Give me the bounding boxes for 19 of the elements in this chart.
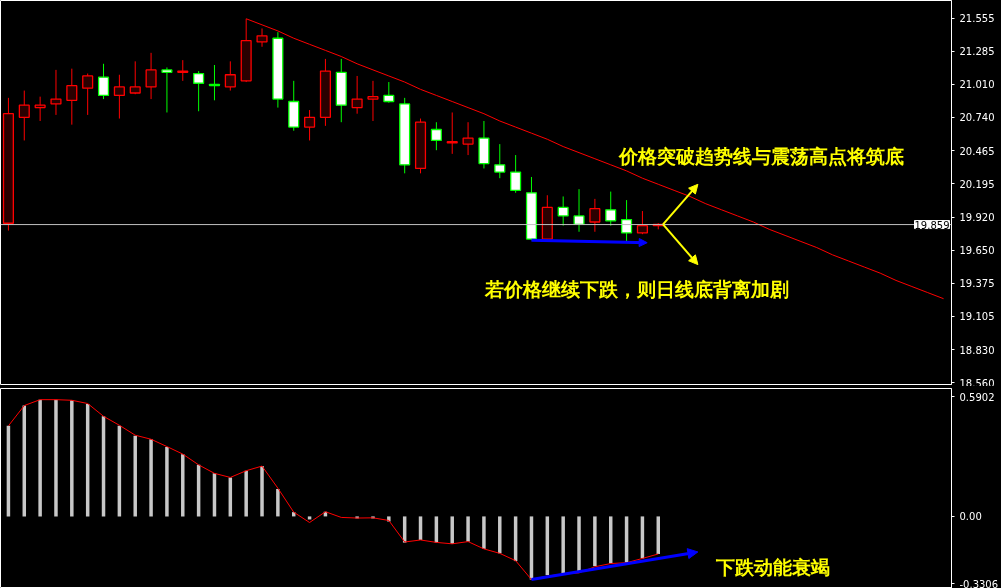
- y-tick-label: 20.465: [959, 145, 995, 157]
- y-tick-label: 20.195: [959, 178, 995, 190]
- y-tick-label: 19.375: [959, 278, 995, 290]
- y-tick-label: -0.3306: [959, 578, 999, 588]
- y-tick-label: 21.285: [959, 46, 995, 58]
- annotation: 下跌动能衰竭: [714, 555, 830, 578]
- y-tick-label: 0.00: [959, 511, 982, 523]
- ref-line-label: 19.859: [914, 219, 950, 231]
- y-tick-label: 21.555: [959, 13, 995, 25]
- y-tick-label: 20.740: [959, 112, 995, 124]
- annotation: 若价格继续下跌，则日线底背离加剧: [483, 277, 789, 300]
- y-tick-label: 0.5902: [959, 391, 995, 403]
- annotation: 价格突破趋势线与震荡高点将筑底: [617, 144, 904, 167]
- y-tick-label: 19.650: [959, 245, 995, 257]
- y-tick-label: 18.560: [959, 377, 995, 389]
- y-tick-label: 19.105: [959, 311, 995, 323]
- y-tick-label: 19.920: [959, 212, 995, 224]
- y-tick-label: 18.830: [959, 344, 995, 356]
- y-tick-label: 21.010: [959, 79, 995, 91]
